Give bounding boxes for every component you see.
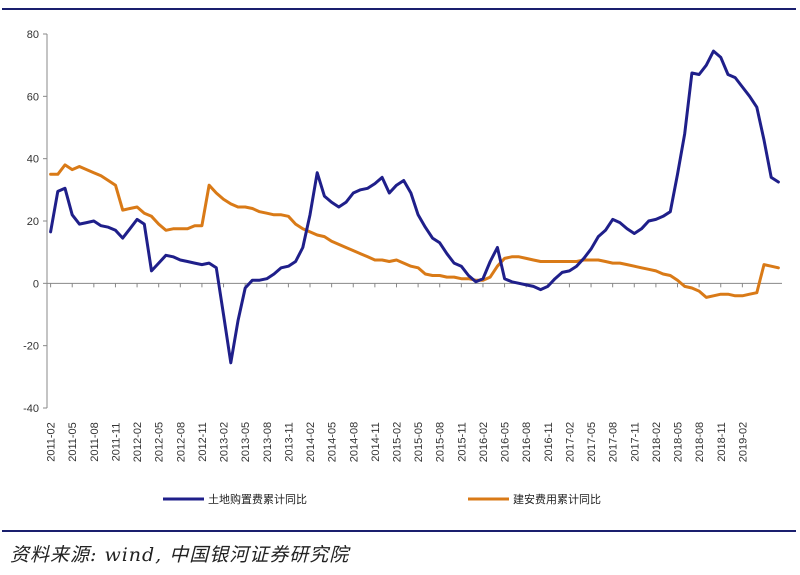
y-tick-label: 40 <box>27 154 39 166</box>
x-tick-label: 2012-05 <box>154 422 166 462</box>
x-tick-label: 2014-11 <box>370 422 382 462</box>
y-tick-label: 0 <box>33 278 39 290</box>
top-rule <box>2 8 796 10</box>
x-tick-label: 2011-08 <box>89 422 101 462</box>
x-axis: 2011-02 2011-05 2011-08 2011-11 2012-02 2012-… <box>46 282 782 462</box>
x-tick-label: 2014-02 <box>305 422 317 462</box>
x-tick-label: 2013-02 <box>219 422 231 462</box>
x-tick-label: 2015-11 <box>456 422 468 462</box>
x-tick-label: 2012-11 <box>197 422 209 462</box>
series-line-construction <box>49 163 780 299</box>
legend: 土地购置费累计同比 建安费用累计同比 <box>163 492 601 506</box>
x-tick-label: 2017-02 <box>564 422 576 462</box>
x-tick-label: 2016-11 <box>543 422 555 462</box>
bottom-rule <box>2 530 796 532</box>
y-tick-label: 20 <box>27 216 39 228</box>
x-tick-label: 2016-02 <box>478 422 490 462</box>
x-tick-label: 2018-08 <box>694 422 706 462</box>
x-tick-label: 2015-05 <box>413 422 425 462</box>
x-tick-label: 2017-05 <box>586 422 598 462</box>
x-tick-label: 2017-11 <box>629 422 641 462</box>
x-tick-label: 2013-11 <box>283 422 295 462</box>
y-tick-label: -40 <box>23 403 39 415</box>
y-axis: -40 -20 0 20 40 60 80 <box>23 29 48 415</box>
y-tick-label: 60 <box>27 91 39 103</box>
legend-label-construction: 建安费用累计同比 <box>513 492 601 506</box>
x-tick-label: 2013-08 <box>262 422 274 462</box>
series-lines <box>49 49 780 365</box>
x-tick-label: 2011-05 <box>67 422 79 462</box>
x-tick-label: 2015-02 <box>391 422 403 462</box>
legend-label-land: 土地购置费累计同比 <box>208 492 307 506</box>
y-tick-label: -20 <box>23 341 39 353</box>
x-tick-label: 2016-08 <box>521 422 533 462</box>
x-tick-label: 2014-08 <box>348 422 360 462</box>
x-tick-label: 2018-02 <box>651 422 663 462</box>
x-tick-label: 2013-05 <box>240 422 252 462</box>
x-tick-label: 2018-11 <box>716 422 728 462</box>
y-tick-label: 80 <box>27 29 39 41</box>
x-tick-label: 2014-05 <box>327 422 339 462</box>
x-tick-label: 2011-02 <box>46 422 58 462</box>
x-tick-label: 2015-08 <box>435 422 447 462</box>
x-tick-label: 2018-05 <box>673 422 685 462</box>
x-tick-label: 2016-05 <box>500 422 512 462</box>
source-note: 资料来源: wind, 中国银河证券研究院 <box>10 544 350 566</box>
x-tick-label: 2017-08 <box>608 422 620 462</box>
x-tick-label: 2011-11 <box>110 423 122 462</box>
x-tick-label: 2012-08 <box>175 422 187 462</box>
series-line-land <box>49 49 780 365</box>
x-tick-label: 2019-02 <box>737 422 749 462</box>
x-tick-label: 2012-02 <box>132 422 144 462</box>
